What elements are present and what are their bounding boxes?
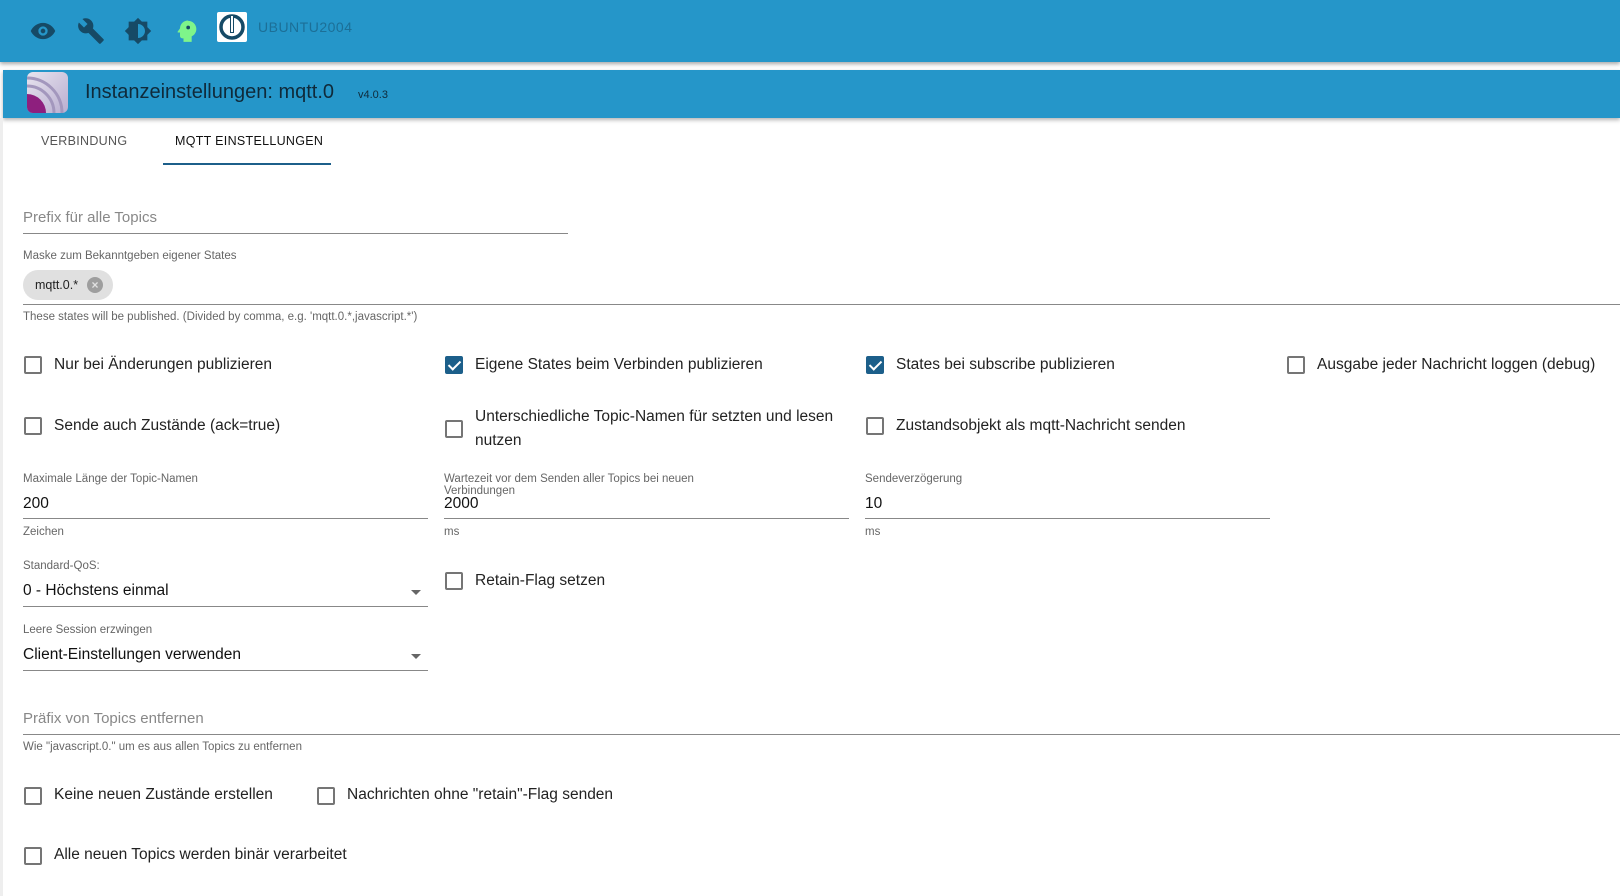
checkbox-label: Alle neuen Topics werden binär verarbeit… xyxy=(54,846,347,863)
top-bar: UBUNTU2004 xyxy=(0,0,1620,62)
chip-delete-icon[interactable]: × xyxy=(87,277,103,293)
instance-header: Instanzeinstellungen: mqtt.0 v4.0.3 xyxy=(3,70,1620,118)
checkbox-publish-on-subscribe[interactable] xyxy=(866,356,884,374)
checkbox-debug[interactable] xyxy=(1287,356,1305,374)
max-topic-length-field[interactable]: Maximale Länge der Topic-Namen 200 Zeich… xyxy=(23,473,428,543)
field-label: Maximale Länge der Topic-Namen xyxy=(23,473,198,485)
hostname: UBUNTU2004 xyxy=(258,19,353,35)
checkbox-send-state-object[interactable] xyxy=(866,417,884,435)
dropdown-arrow-icon xyxy=(411,590,421,595)
page-title: Instanzeinstellungen: mqtt.0 xyxy=(85,81,335,103)
tab-mqtt-einstellungen[interactable]: MQTT EINSTELLUNGEN xyxy=(175,134,324,148)
checkbox-label: Keine neuen Zustände erstellen xyxy=(54,786,273,803)
mask-label: Maske zum Bekanntgeben eigener States xyxy=(23,250,237,262)
select-value: Client-Einstellungen verwenden xyxy=(23,646,241,663)
checkbox-send-ack[interactable] xyxy=(24,417,42,435)
checkbox-label: States bei subscribe publizieren xyxy=(896,356,1115,373)
clean-session-select[interactable]: Leere Session erzwingen Client-Einstellu… xyxy=(23,624,428,674)
field-label: Standard-QoS: xyxy=(23,560,100,572)
field-value: 200 xyxy=(23,495,49,512)
field-help: ms xyxy=(444,526,460,538)
checkbox-binary[interactable] xyxy=(24,847,42,865)
checkbox-label: Ausgabe jeder Nachricht loggen (debug) xyxy=(1317,356,1596,373)
mqtt-adapter-logo-icon xyxy=(27,72,68,113)
brightness-icon[interactable] xyxy=(124,17,152,45)
checkbox-label: Eigene States beim Verbinden publizieren xyxy=(475,356,763,373)
checkbox-label: Zustandsobjekt als mqtt-Nachricht senden xyxy=(896,417,1186,434)
mask-chip: mqtt.0.* × xyxy=(23,270,113,300)
dropdown-arrow-icon xyxy=(411,654,421,659)
mask-input-underline[interactable] xyxy=(23,304,1620,305)
field-value: 10 xyxy=(865,495,883,512)
wrench-icon[interactable] xyxy=(77,17,105,45)
chip-text: mqtt.0.* xyxy=(35,278,79,292)
field-label: Leere Session erzwingen xyxy=(23,624,153,636)
remove-prefix-input[interactable]: Präfix von Topics entfernen xyxy=(23,710,1620,738)
tab-verbindung[interactable]: VERBINDUNG xyxy=(41,134,128,148)
prefix-input[interactable]: Prefix für alle Topics xyxy=(23,208,568,236)
checkbox-different-topic-names[interactable] xyxy=(445,420,463,438)
field-help: Zeichen xyxy=(23,526,64,538)
checkbox-no-new-objects[interactable] xyxy=(24,787,42,805)
prefix-placeholder: Prefix für alle Topics xyxy=(23,209,157,226)
checkbox-label: Sende auch Zustände (ack=true) xyxy=(54,417,281,434)
checkbox-no-retain[interactable] xyxy=(317,787,335,805)
left-border xyxy=(0,118,3,896)
mask-help: These states will be published. (Divided… xyxy=(23,311,418,323)
eye-icon[interactable] xyxy=(29,17,57,45)
checkbox-label: Retain-Flag setzen xyxy=(475,572,606,589)
checkbox-only-changes[interactable] xyxy=(24,356,42,374)
checkbox-label: Unterschiedliche Topic-Namen für setzten… xyxy=(475,408,834,449)
iobroker-logo-icon[interactable] xyxy=(217,12,247,42)
checkbox-publish-own-states[interactable] xyxy=(445,356,463,374)
version-label: v4.0.3 xyxy=(358,89,388,101)
select-value: 0 - Höchstens einmal xyxy=(23,582,169,599)
checkbox-label: Nur bei Änderungen publizieren xyxy=(54,356,273,373)
checkbox-retain[interactable] xyxy=(445,572,463,590)
remove-prefix-help: Wie "javascript.0." um es aus allen Topi… xyxy=(23,741,302,753)
head-icon[interactable] xyxy=(173,17,201,45)
send-interval-field[interactable]: Wartezeit vor dem Senden aller Topics be… xyxy=(444,473,849,543)
active-tab-indicator xyxy=(163,163,331,165)
send-delay-field[interactable]: Sendeverzögerung 10 ms xyxy=(865,473,1270,543)
remove-prefix-placeholder: Präfix von Topics entfernen xyxy=(23,710,204,727)
field-label: Wartezeit vor dem Senden aller Topics be… xyxy=(444,473,694,497)
field-label: Sendeverzögerung xyxy=(865,473,963,485)
field-help: ms xyxy=(865,526,881,538)
checkbox-label: Nachrichten ohne "retain"-Flag senden xyxy=(347,786,614,803)
qos-select[interactable]: Standard-QoS: 0 - Höchstens einmal xyxy=(23,560,428,610)
field-value: 2000 xyxy=(444,495,479,512)
